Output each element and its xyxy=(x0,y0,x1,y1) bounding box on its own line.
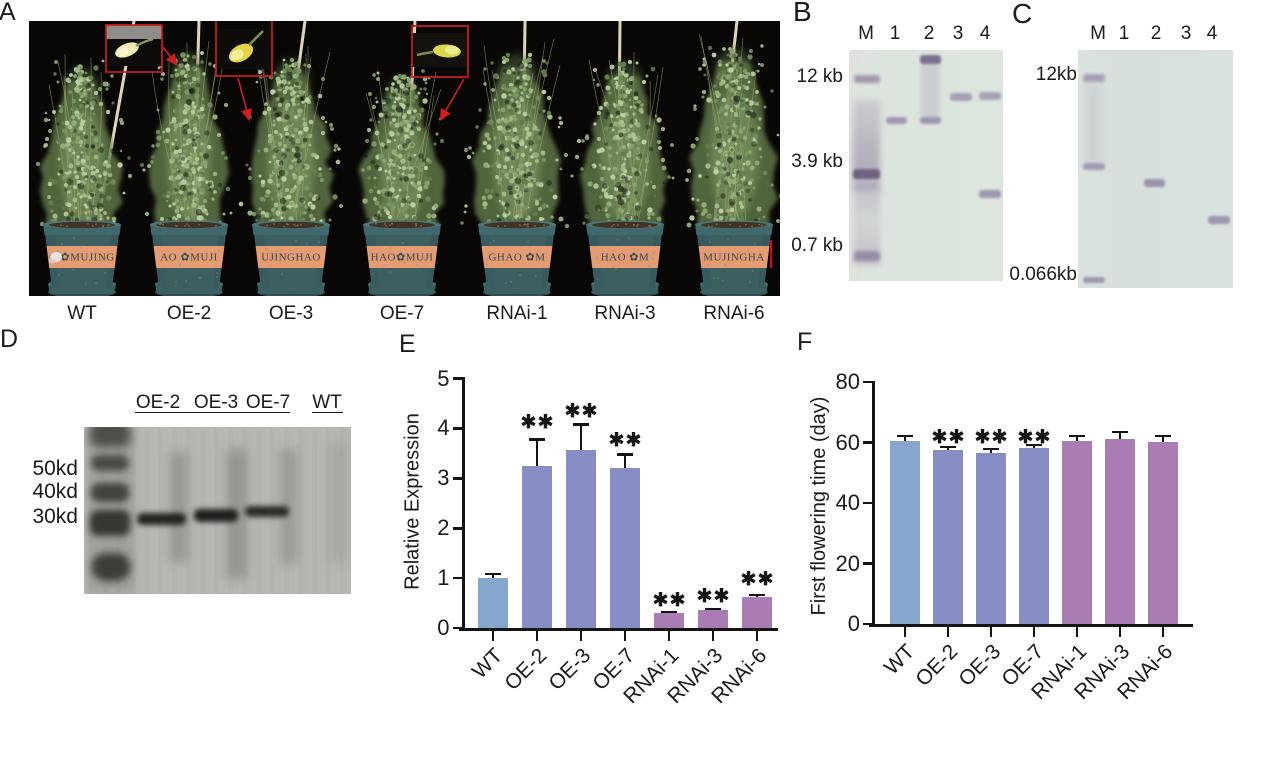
svg-text:O ✿MUJING: O ✿MUJING xyxy=(49,252,114,264)
svg-text:HAO ✿M: HAO ✿M xyxy=(601,252,650,264)
svg-text:UJINGHAO: UJINGHAO xyxy=(261,252,321,264)
svg-text:HAO✿MUJI: HAO✿MUJI xyxy=(371,252,434,264)
svg-text:AO ✿MUJI: AO ✿MUJI xyxy=(160,252,218,264)
svg-text:MUJINGHA: MUJINGHA xyxy=(703,252,764,264)
svg-text:GHAO ✿M: GHAO ✿M xyxy=(488,252,545,264)
